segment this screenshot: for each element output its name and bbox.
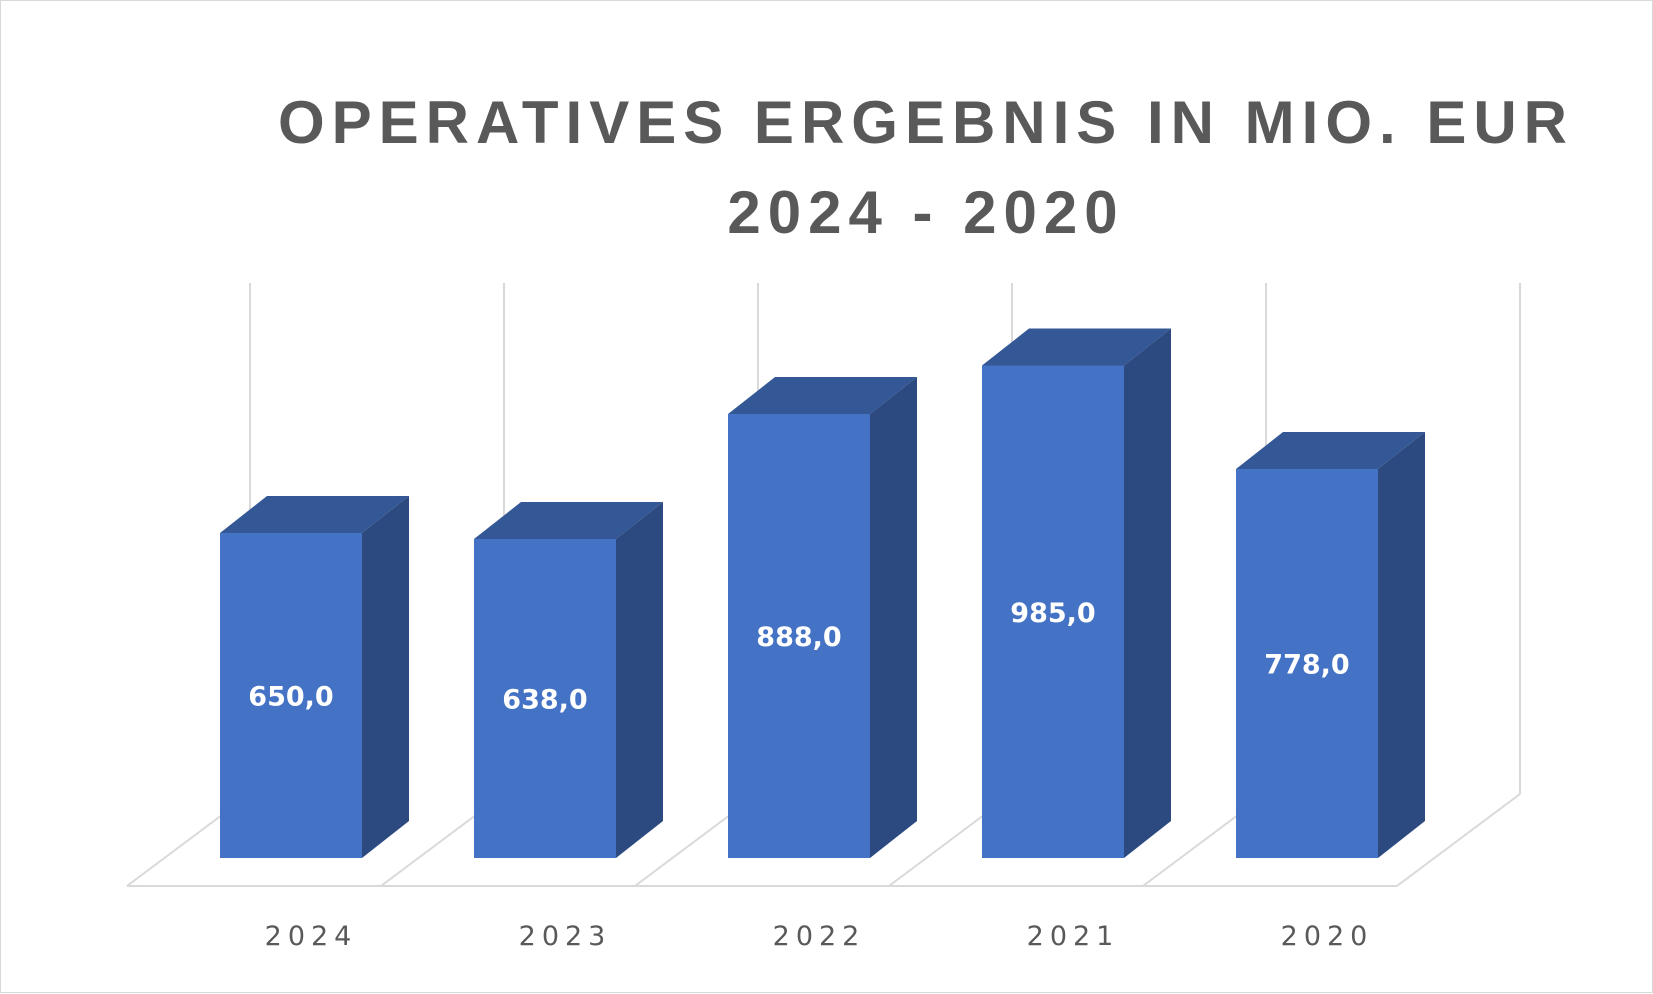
x-tick-label: 2022 xyxy=(773,921,866,952)
data-label: 638,0 xyxy=(502,685,587,716)
labels: 650,0 2024 638,0 2023 888,0 2022 985,0 2021 778,… xyxy=(248,598,1374,952)
bar-2020 xyxy=(1236,469,1378,858)
bar-side xyxy=(1378,432,1425,858)
bars xyxy=(220,328,1425,858)
bar-2024 xyxy=(220,533,362,858)
chart-title-line-1: OPERATIVES ERGEBNIS IN MIO. EUR xyxy=(278,89,1574,156)
bar-top xyxy=(474,502,663,539)
bar-2023 xyxy=(474,539,616,858)
x-tick-label: 2024 xyxy=(265,921,358,952)
bar-top xyxy=(982,328,1171,366)
x-tick-label: 2023 xyxy=(519,921,612,952)
bar-2022 xyxy=(728,414,870,858)
bar-2021 xyxy=(982,365,1124,858)
bar-top xyxy=(1236,432,1425,469)
chart-title-line-2: 2024 - 2020 xyxy=(727,179,1124,246)
bar-top xyxy=(728,377,917,414)
bar-side xyxy=(870,377,917,858)
x-tick-label: 2021 xyxy=(1027,921,1120,952)
x-tick-label: 2020 xyxy=(1281,921,1374,952)
floor-diagonal xyxy=(1396,793,1521,887)
bar-side xyxy=(362,496,409,858)
bar-side xyxy=(1124,328,1171,858)
bar-top xyxy=(220,496,409,533)
data-label: 985,0 xyxy=(1010,598,1095,629)
data-label: 650,0 xyxy=(248,682,333,713)
bar-side xyxy=(616,502,663,858)
data-label: 888,0 xyxy=(756,622,841,653)
data-label: 778,0 xyxy=(1264,650,1349,681)
